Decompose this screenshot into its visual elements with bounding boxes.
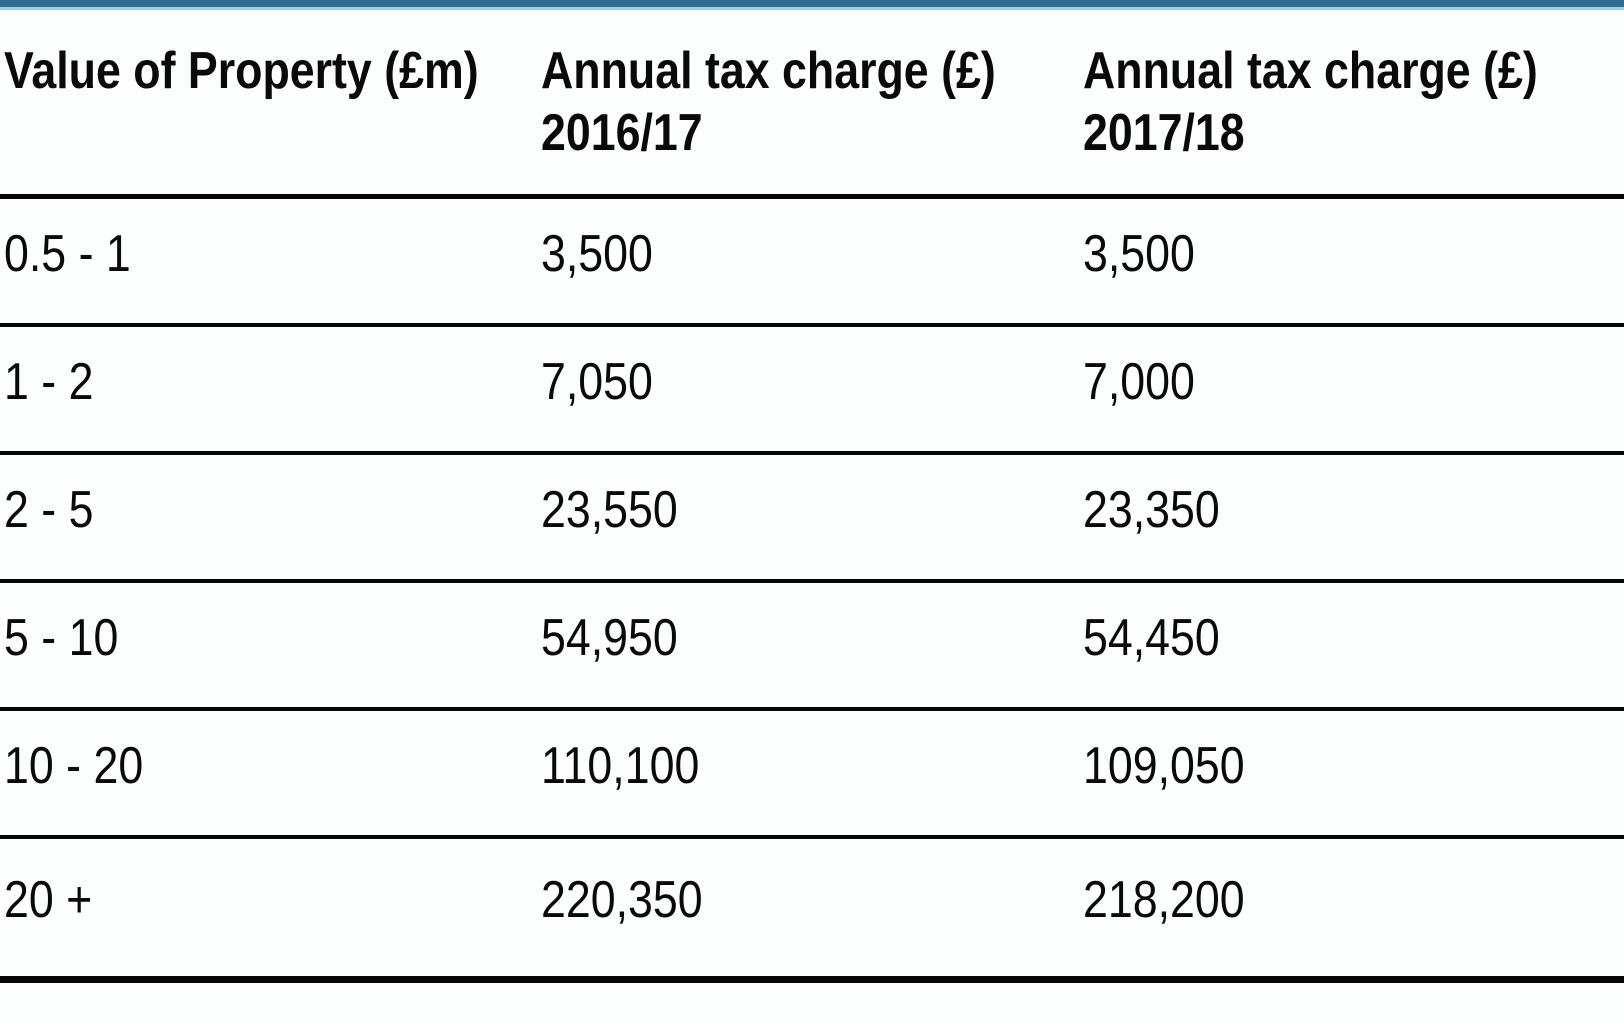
tax-2017-18-cell: 23,350 xyxy=(1082,480,1220,539)
tax-2016-17-cell: 220,350 xyxy=(541,871,703,930)
top-accent-bar xyxy=(0,0,1624,10)
header-tax-2016-17-year: 2016/17 xyxy=(541,104,703,162)
header-property-value: Value of Property (£m) xyxy=(0,10,541,197)
header-tax-2017-18: Annual tax charge (£) 2017/18 xyxy=(1083,10,1624,197)
tax-2017-18-cell: 7,000 xyxy=(1082,352,1195,411)
tax-2017-18-cell: 3,500 xyxy=(1082,224,1195,283)
table-row: 0.5 - 1 3,500 3,500 xyxy=(0,197,1624,325)
table-row: 10 - 20 110,100 109,050 xyxy=(0,709,1624,837)
table-header-row: Value of Property (£m) Annual tax charge… xyxy=(0,10,1624,197)
table-row: 2 - 5 23,550 23,350 xyxy=(0,453,1624,581)
property-value-cell: 0.5 - 1 xyxy=(4,224,131,283)
tax-2016-17-cell: 7,050 xyxy=(541,352,654,411)
tax-2016-17-cell: 3,500 xyxy=(541,224,654,283)
tax-2017-18-cell: 54,450 xyxy=(1082,608,1220,667)
header-tax-2017-18-year: 2017/18 xyxy=(1082,104,1245,162)
property-value-cell: 5 - 10 xyxy=(4,608,119,667)
property-value-cell: 20 + xyxy=(4,871,93,930)
property-value-cell: 1 - 2 xyxy=(4,352,94,411)
header-tax-2017-18-label: Annual tax charge (£) xyxy=(1082,42,1538,100)
tax-2016-17-cell: 54,950 xyxy=(541,608,679,667)
table-row: 20 + 220,350 218,200 xyxy=(0,837,1624,980)
property-value-cell: 10 - 20 xyxy=(4,736,144,795)
tax-2017-18-cell: 109,050 xyxy=(1082,736,1245,795)
header-tax-2016-17-label: Annual tax charge (£) xyxy=(541,42,997,100)
tax-2017-18-cell: 218,200 xyxy=(1082,871,1245,930)
property-tax-table: Value of Property (£m) Annual tax charge… xyxy=(0,10,1624,983)
header-tax-2016-17: Annual tax charge (£) 2016/17 xyxy=(541,10,1082,197)
property-value-cell: 2 - 5 xyxy=(4,480,94,539)
tax-2016-17-cell: 23,550 xyxy=(541,480,679,539)
header-property-value-label: Value of Property (£m) xyxy=(4,42,479,100)
table-row: 1 - 2 7,050 7,000 xyxy=(0,325,1624,453)
tax-2016-17-cell: 110,100 xyxy=(541,736,700,795)
table-row: 5 - 10 54,950 54,450 xyxy=(0,581,1624,709)
